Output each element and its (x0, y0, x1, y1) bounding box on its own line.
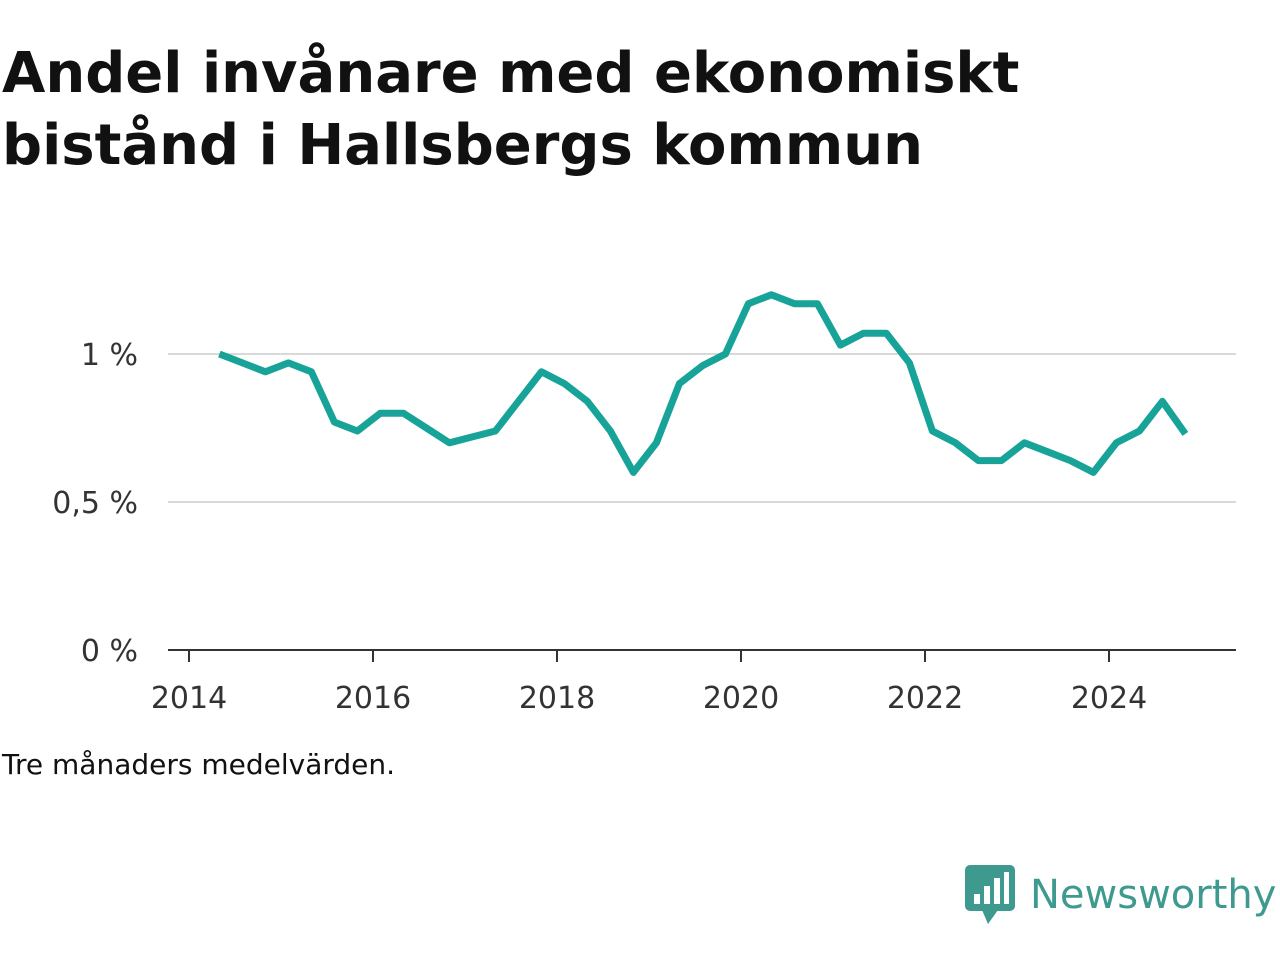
x-tick-label: 2018 (519, 681, 595, 716)
y-tick-label: 0,5 % (52, 486, 138, 521)
x-tick-label: 2016 (335, 681, 411, 716)
y-tick-label: 0 % (81, 634, 138, 669)
x-tick-label: 2024 (1071, 681, 1147, 716)
x-tick-label: 2020 (703, 681, 779, 716)
series-line (218, 291, 1189, 476)
x-tick-label: 2022 (887, 681, 963, 716)
brand-name: Newsworthy (1030, 872, 1277, 918)
x-axis: 2014 2016 2018 2020 2022 2024 (151, 650, 1147, 716)
brand-logo: Newsworthy (964, 864, 1276, 926)
newsworthy-logo-icon (965, 865, 1015, 924)
chart-note: Tre månaders medelvärden. (2, 748, 396, 781)
series-layer (218, 291, 1189, 476)
y-axis-labels: 0 % 0,5 % 1 % (52, 338, 138, 669)
chart-title: Andel invånare med ekonomiskt bistånd i … (2, 41, 1020, 178)
grid-lines (168, 353, 1236, 503)
x-tick-label: 2014 (151, 681, 227, 716)
y-tick-label: 1 % (81, 338, 138, 373)
